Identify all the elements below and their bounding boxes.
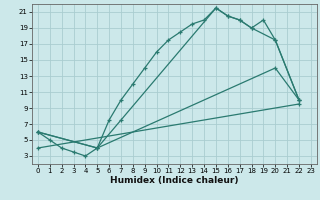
X-axis label: Humidex (Indice chaleur): Humidex (Indice chaleur) bbox=[110, 176, 239, 185]
